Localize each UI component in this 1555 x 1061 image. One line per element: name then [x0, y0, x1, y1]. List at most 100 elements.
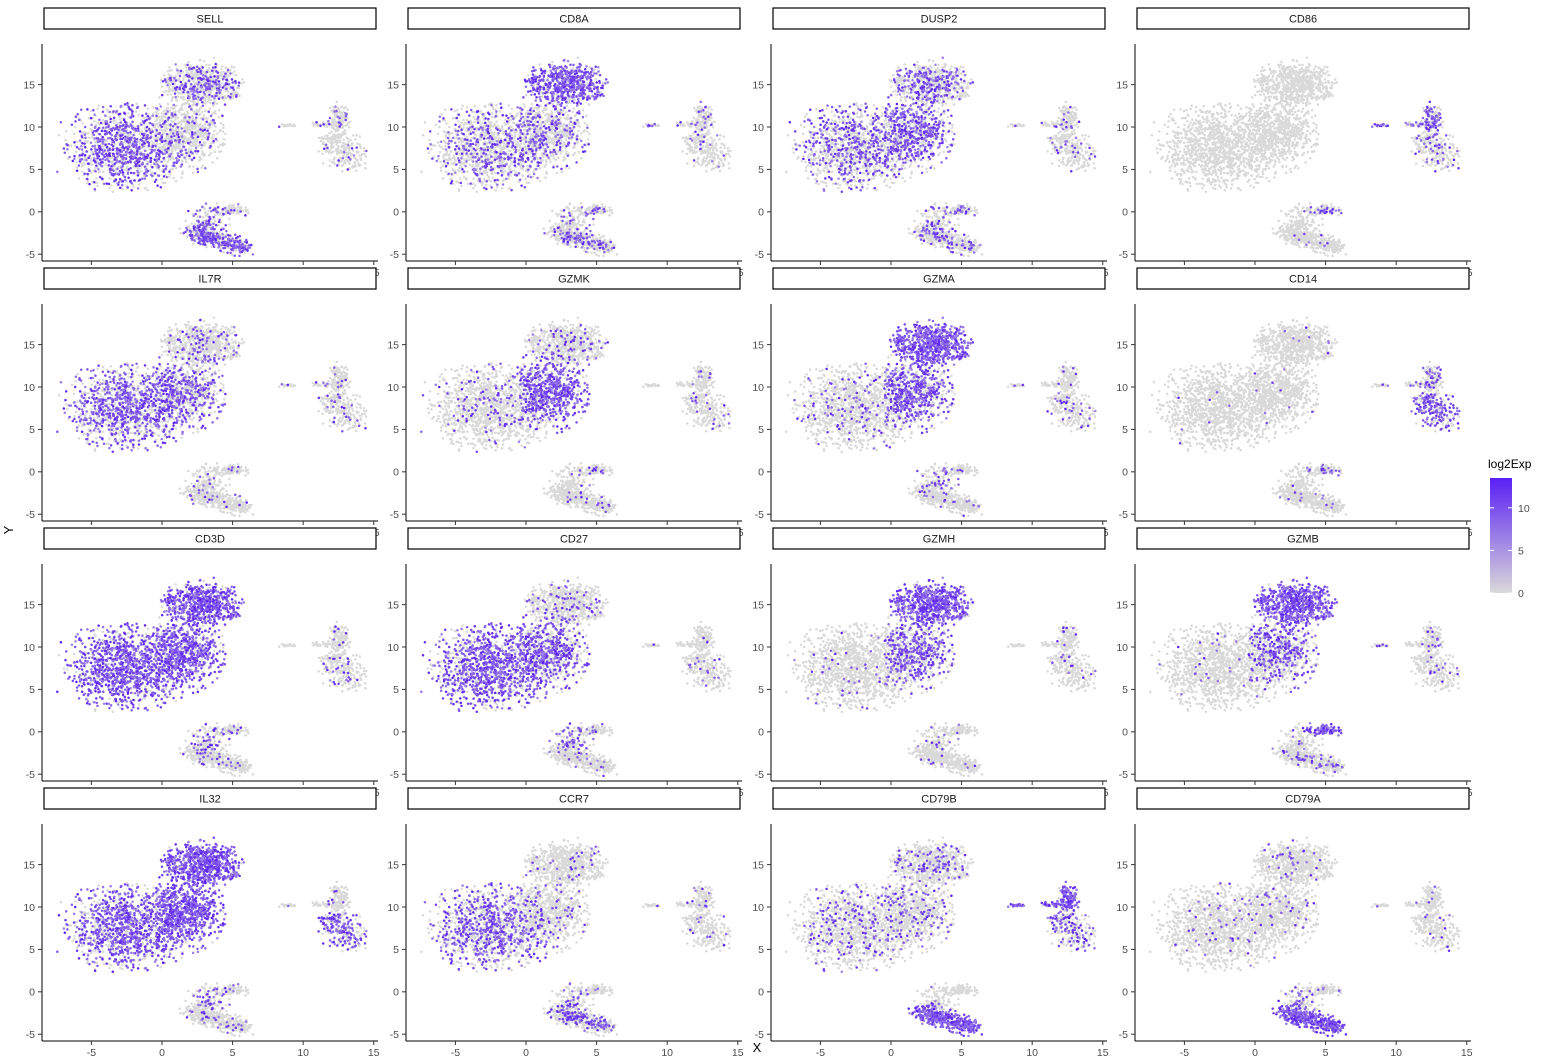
cell-point	[201, 138, 204, 141]
cell-point	[203, 143, 206, 146]
cell-point	[227, 75, 230, 78]
cell-point	[73, 133, 76, 136]
cell-point	[338, 111, 341, 114]
cell-point	[349, 139, 352, 142]
cell-point	[181, 108, 184, 111]
cell-point	[332, 138, 335, 141]
cell-point	[213, 57, 216, 60]
cell-point	[216, 132, 219, 135]
cell-point	[179, 232, 182, 235]
cell-point	[334, 141, 337, 144]
cell-point	[201, 151, 204, 154]
cell-point	[168, 66, 171, 69]
cell-point	[193, 73, 196, 76]
cell-point	[189, 157, 192, 160]
cell-point	[189, 144, 192, 147]
cell-point	[348, 126, 351, 129]
cell-point	[170, 93, 173, 96]
cell-point	[158, 96, 161, 99]
cell-point	[238, 95, 241, 98]
cell-point	[164, 126, 167, 129]
cell-point	[167, 103, 170, 106]
cell-point	[99, 170, 102, 173]
cell-point	[165, 90, 168, 93]
cell-point	[174, 119, 177, 122]
cell-point	[102, 146, 105, 149]
cell-point	[153, 138, 156, 141]
cell-point	[75, 161, 78, 164]
cell-point	[333, 157, 336, 160]
cell-point	[105, 164, 108, 167]
cell-point	[340, 113, 343, 116]
cell-point	[335, 149, 338, 152]
cell-point	[90, 110, 93, 113]
cell-point	[171, 149, 174, 152]
cell-point	[208, 64, 211, 67]
cell-point	[180, 176, 183, 179]
cell-point	[175, 147, 178, 150]
cell-point	[337, 147, 340, 150]
cell-point	[327, 149, 330, 152]
cell-point	[137, 114, 140, 117]
cell-point	[88, 137, 91, 140]
cell-point	[192, 172, 195, 175]
cell-point	[175, 104, 178, 107]
cell-point	[326, 126, 329, 129]
cell-point	[207, 100, 210, 103]
cell-point	[174, 110, 177, 113]
cell-point	[215, 102, 218, 105]
cell-point-expressed	[155, 115, 158, 118]
cell-point-expressed	[64, 152, 67, 155]
cell-point	[211, 161, 214, 164]
cell-point	[135, 102, 138, 105]
cell-point	[361, 153, 364, 156]
cell-point	[233, 66, 236, 69]
cell-point	[212, 135, 215, 138]
cell-point	[234, 207, 237, 210]
cell-point	[219, 144, 222, 147]
cell-point	[190, 222, 193, 225]
cell-point	[222, 126, 225, 129]
cell-point	[164, 137, 167, 140]
cell-point-expressed	[94, 145, 97, 148]
cell-point	[332, 124, 335, 127]
cell-point	[210, 99, 213, 102]
cell-point	[216, 157, 219, 160]
cell-point	[76, 141, 79, 144]
cell-point	[147, 107, 150, 110]
cell-point	[223, 251, 226, 254]
cell-point-expressed	[165, 165, 168, 168]
cell-point	[96, 108, 99, 111]
cell-point	[344, 162, 347, 165]
cell-point	[223, 138, 226, 141]
cell-point-expressed	[76, 146, 79, 149]
cell-point	[218, 130, 221, 133]
cell-point	[193, 144, 196, 147]
cell-point	[317, 150, 320, 153]
cell-point	[203, 80, 206, 83]
cell-point	[169, 110, 172, 113]
cell-point	[127, 112, 130, 115]
cell-point	[210, 73, 213, 76]
cell-point	[205, 246, 208, 249]
cell-point	[348, 160, 351, 163]
cell-point	[222, 124, 225, 127]
cell-point	[126, 166, 129, 169]
cell-point	[168, 81, 171, 84]
cell-point	[157, 146, 160, 149]
cell-point	[339, 156, 342, 159]
cell-point	[186, 236, 189, 239]
cell-point	[127, 115, 130, 118]
cell-point	[175, 167, 178, 170]
cell-point	[148, 148, 151, 151]
cell-point	[199, 59, 202, 62]
cell-point	[96, 182, 99, 185]
cell-point	[289, 123, 292, 126]
cell-point	[346, 109, 349, 112]
cell-point	[233, 70, 236, 73]
cell-point	[178, 227, 181, 230]
cell-point	[205, 133, 208, 136]
cell-point	[208, 154, 211, 157]
cell-point	[187, 127, 190, 130]
cell-point-expressed	[101, 130, 104, 133]
